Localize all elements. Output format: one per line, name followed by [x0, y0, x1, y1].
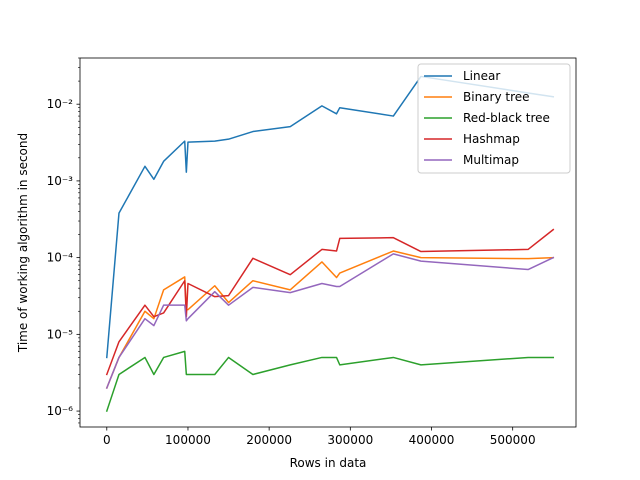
legend-box	[417, 63, 571, 174]
legend-label-linear: Linear	[463, 69, 500, 83]
y-tick-label: 10⁻⁵	[47, 327, 74, 341]
y-axis-label: Time of working algorithm in second	[16, 133, 30, 353]
series-line-multimap	[105, 253, 555, 389]
legend-label-red-black-tree: Red-black tree	[463, 111, 550, 125]
y-axis: 10⁻⁶ 10⁻⁵ 10⁻⁴ 10⁻³ 10⁻²	[47, 57, 80, 424]
x-tick-label: 500000	[490, 433, 536, 447]
legend-label-binary-tree: Binary tree	[463, 90, 530, 104]
series-line-red-black-tree	[105, 350, 555, 413]
y-tick-label: 10⁻³	[47, 174, 74, 188]
series-line-linear	[105, 75, 555, 359]
y-tick-label: 10⁻²	[47, 97, 74, 111]
x-tick-label: 100000	[165, 433, 211, 447]
x-tick-label: 200000	[246, 433, 292, 447]
x-axis-label: Rows in data	[290, 456, 367, 470]
x-axis: 0 100000 200000 300000 400000 500000	[103, 427, 536, 447]
y-tick-label: 10⁻⁴	[47, 251, 74, 265]
plot-frame	[79, 57, 577, 428]
series-line-hashmap	[105, 228, 555, 376]
legend-label-multimap: Multimap	[463, 153, 519, 167]
legend-label-hashmap: Hashmap	[463, 132, 520, 146]
plot-lines	[105, 75, 555, 413]
series-line-binary-tree	[105, 250, 555, 389]
y-tick-label: 10⁻⁶	[47, 404, 74, 418]
x-tick-label: 0	[103, 433, 111, 447]
legend: Linear Binary tree Red-black tree Hashmap Mu…	[417, 63, 571, 174]
x-tick-label: 300000	[327, 433, 373, 447]
x-tick-label: 400000	[409, 433, 455, 447]
